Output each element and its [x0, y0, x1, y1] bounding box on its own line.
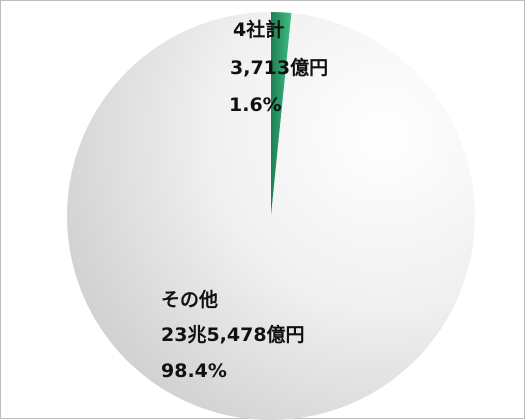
label-group-4sha: 4社計 3,713億円 1.6% — [229, 18, 328, 116]
slice-percent-4sha: 1.6% — [229, 94, 282, 116]
slice-sonota — [67, 12, 475, 420]
slice-4sha — [271, 12, 292, 216]
slice-amount-4sha: 3,713億円 — [230, 56, 328, 79]
label-group-sonota: その他 23兆5,478億円 98.4% — [161, 288, 305, 382]
slice-amount-sonota: 23兆5,478億円 — [161, 323, 305, 346]
slice-label-4sha: 4社計 — [233, 18, 284, 41]
slice-percent-sonota: 98.4% — [161, 360, 227, 382]
slice-label-sonota: その他 — [161, 288, 218, 311]
